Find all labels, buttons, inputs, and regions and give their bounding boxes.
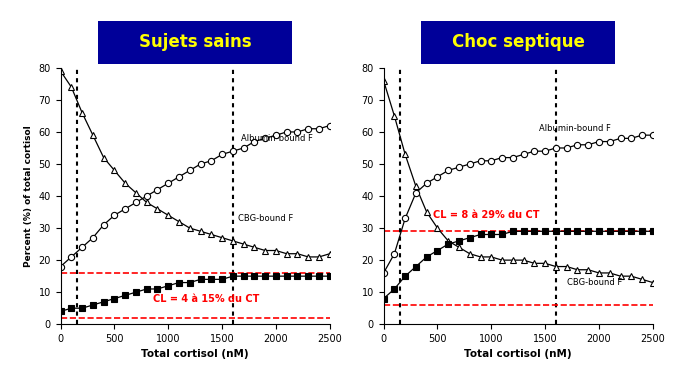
- Text: CBG-bound F: CBG-bound F: [238, 214, 293, 223]
- Text: Albumin-bound F: Albumin-bound F: [538, 124, 610, 133]
- Y-axis label: Percent (%) of total cortisol: Percent (%) of total cortisol: [24, 125, 33, 267]
- Text: CBG-bound F: CBG-bound F: [567, 278, 622, 287]
- Text: CL = 8 à 29% du CT: CL = 8 à 29% du CT: [433, 210, 539, 220]
- Text: Choc septique: Choc septique: [452, 34, 585, 51]
- Text: Albumin-bound F: Albumin-bound F: [242, 134, 314, 143]
- X-axis label: Total cortisol (nM): Total cortisol (nM): [464, 349, 572, 360]
- Text: CL = 4 à 15% du CT: CL = 4 à 15% du CT: [153, 294, 259, 303]
- X-axis label: Total cortisol (nM): Total cortisol (nM): [141, 349, 249, 360]
- Text: Sujets sains: Sujets sains: [139, 34, 252, 51]
